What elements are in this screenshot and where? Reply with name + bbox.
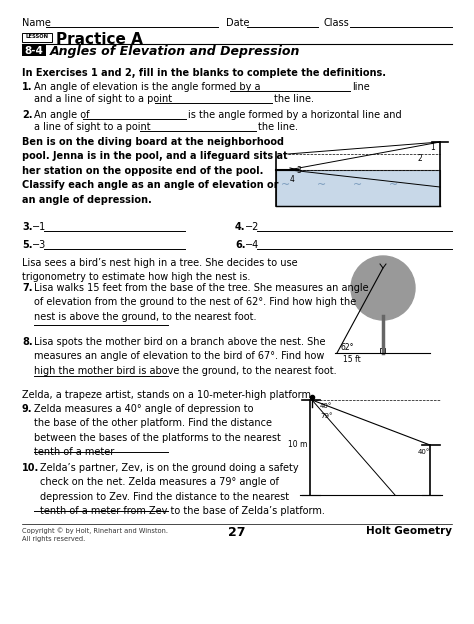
Text: Zelda measures a 40° angle of depression to
the base of the other platform. Find: Zelda measures a 40° angle of depression… bbox=[34, 404, 281, 457]
Text: Holt Geometry: Holt Geometry bbox=[366, 526, 452, 536]
Text: ~: ~ bbox=[318, 180, 327, 190]
Text: 10.: 10. bbox=[22, 463, 39, 473]
Text: Lisa walks 15 feet from the base of the tree. She measures an angle
of elevation: Lisa walks 15 feet from the base of the … bbox=[34, 283, 369, 322]
Text: 15 ft: 15 ft bbox=[343, 355, 361, 364]
FancyBboxPatch shape bbox=[22, 33, 52, 42]
Text: −1: −1 bbox=[32, 222, 46, 232]
Text: Copyright © by Holt, Rinehart and Winston.
All rights reserved.: Copyright © by Holt, Rinehart and Winsto… bbox=[22, 527, 168, 542]
Text: Date: Date bbox=[226, 18, 249, 28]
Text: 4.: 4. bbox=[235, 222, 246, 232]
Text: 62°: 62° bbox=[341, 343, 355, 352]
Text: Lisa spots the mother bird on a branch above the nest. She
measures an angle of : Lisa spots the mother bird on a branch a… bbox=[34, 337, 337, 376]
Text: Class: Class bbox=[324, 18, 350, 28]
Text: 9.: 9. bbox=[22, 404, 33, 414]
Text: 3: 3 bbox=[296, 166, 301, 175]
Text: and a line of sight to a point: and a line of sight to a point bbox=[34, 94, 172, 104]
Text: 5.: 5. bbox=[22, 240, 33, 250]
Text: Practice A: Practice A bbox=[56, 32, 143, 47]
Text: 1: 1 bbox=[430, 143, 435, 152]
Text: Name: Name bbox=[22, 18, 51, 28]
Text: Ben is on the diving board at the neighborhood
pool. Jenna is in the pool, and a: Ben is on the diving board at the neighb… bbox=[22, 137, 288, 205]
Text: −4: −4 bbox=[245, 240, 259, 250]
Text: 3.: 3. bbox=[22, 222, 33, 232]
Text: Lisa sees a bird’s nest high in a tree. She decides to use
trigonometry to estim: Lisa sees a bird’s nest high in a tree. … bbox=[22, 258, 298, 283]
Text: ~: ~ bbox=[354, 180, 363, 190]
Text: An angle of: An angle of bbox=[34, 110, 90, 120]
Text: In Exercises 1 and 2, fill in the blanks to complete the definitions.: In Exercises 1 and 2, fill in the blanks… bbox=[22, 68, 386, 78]
Text: 10 m: 10 m bbox=[288, 440, 307, 449]
Text: is the angle formed by a horizontal line and: is the angle formed by a horizontal line… bbox=[188, 110, 401, 120]
Text: Zelda, a trapeze artist, stands on a 10-meter-high platform.: Zelda, a trapeze artist, stands on a 10-… bbox=[22, 390, 314, 400]
Text: 8-4: 8-4 bbox=[25, 46, 44, 56]
Text: 40°: 40° bbox=[418, 449, 430, 455]
Text: ~: ~ bbox=[282, 180, 291, 190]
Text: 2: 2 bbox=[418, 154, 423, 163]
Text: line: line bbox=[352, 82, 370, 92]
Text: An angle of elevation is the angle formed by a: An angle of elevation is the angle forme… bbox=[34, 82, 261, 92]
Text: 6.: 6. bbox=[235, 240, 246, 250]
Bar bbox=[22, 45, 46, 56]
Text: 79°: 79° bbox=[320, 413, 332, 419]
Bar bbox=[276, 170, 440, 206]
Circle shape bbox=[351, 256, 415, 320]
Text: the line.: the line. bbox=[258, 122, 298, 132]
Text: a line of sight to a point: a line of sight to a point bbox=[34, 122, 151, 132]
Text: 1.: 1. bbox=[22, 82, 33, 92]
Text: ~: ~ bbox=[389, 180, 399, 190]
Text: 27: 27 bbox=[228, 526, 246, 539]
Text: 2.: 2. bbox=[22, 110, 33, 120]
Text: −3: −3 bbox=[32, 240, 46, 250]
Text: 8.: 8. bbox=[22, 337, 33, 347]
Text: Angles of Elevation and Depression: Angles of Elevation and Depression bbox=[50, 46, 301, 59]
Text: LESSON: LESSON bbox=[26, 34, 48, 39]
Bar bbox=[380, 348, 385, 353]
Text: the line.: the line. bbox=[274, 94, 314, 104]
Text: 40°: 40° bbox=[320, 403, 332, 409]
Text: Zelda’s partner, Zev, is on the ground doing a safety
check on the net. Zelda me: Zelda’s partner, Zev, is on the ground d… bbox=[40, 463, 325, 516]
Text: 4: 4 bbox=[290, 175, 295, 184]
Text: 7.: 7. bbox=[22, 283, 33, 293]
Text: −2: −2 bbox=[245, 222, 259, 232]
